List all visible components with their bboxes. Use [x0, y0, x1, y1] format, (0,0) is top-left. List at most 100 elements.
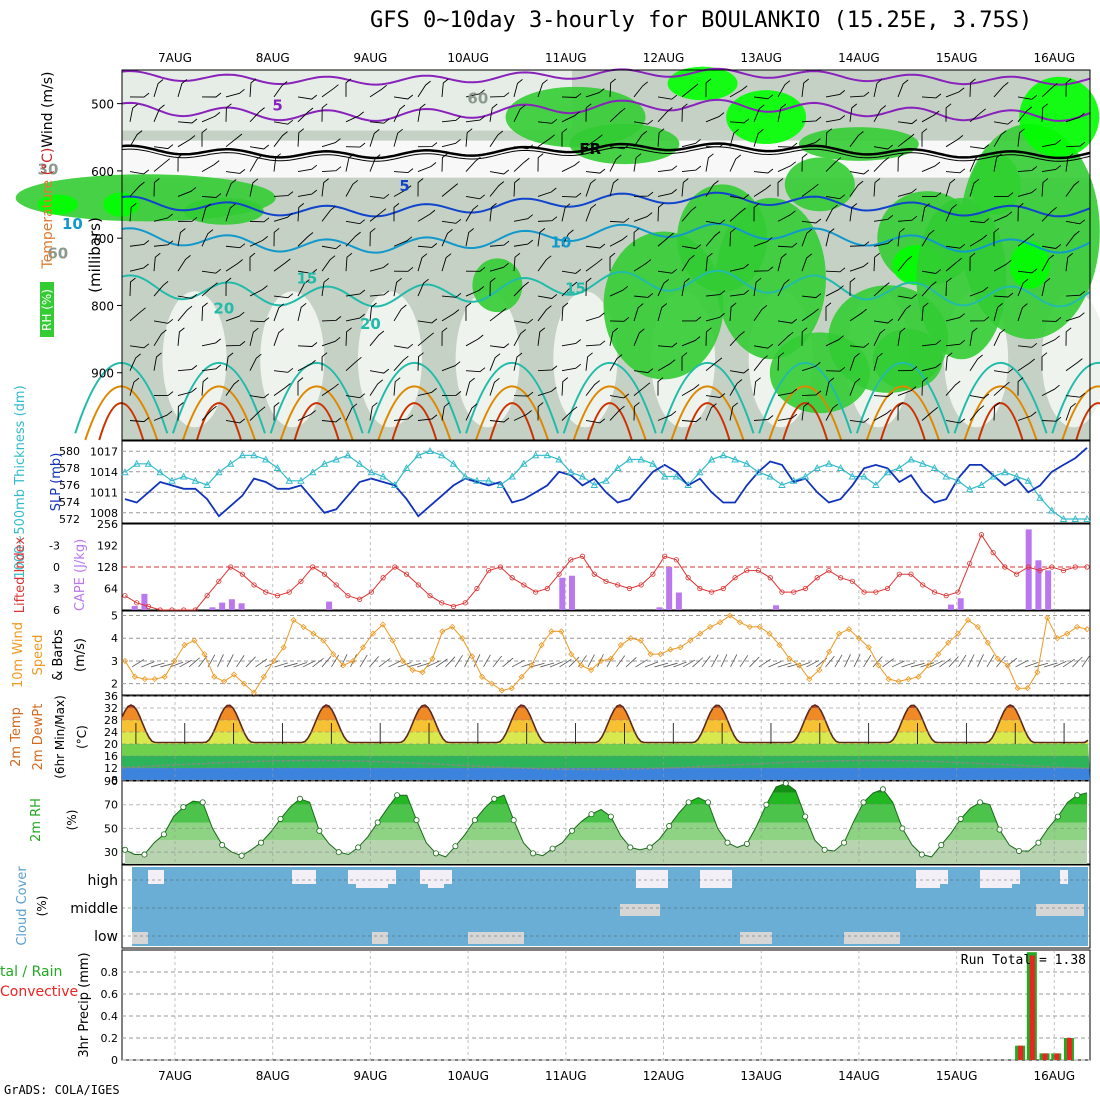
date-label-top: 15AUG — [936, 51, 978, 65]
wind-barb — [489, 240, 510, 247]
cloud-gap-high — [364, 870, 372, 888]
wind-barb — [585, 258, 603, 272]
wind-speed-point — [548, 628, 555, 635]
wind-barb — [561, 229, 574, 247]
cloud-gap-low — [484, 932, 492, 944]
wind-barb — [705, 142, 726, 148]
wind-speed-point — [697, 630, 704, 637]
wind-barb — [393, 94, 414, 100]
slp-tick-label: 1008 — [90, 507, 118, 520]
precip-tick-label: 0.4 — [101, 1010, 119, 1023]
wind-barb — [609, 327, 619, 346]
temp-contour-arch-30 — [879, 402, 926, 441]
surface-wind-barb — [948, 656, 959, 668]
rh-point — [763, 801, 770, 808]
lifted-index-point — [134, 600, 140, 606]
thickness-point — [1012, 472, 1021, 480]
wind-barb — [897, 386, 917, 397]
rh-point — [879, 786, 886, 793]
wind-barb — [705, 327, 712, 346]
thickness-point — [825, 459, 833, 467]
cloud-gap-high — [428, 870, 436, 888]
wind-barb — [537, 118, 558, 124]
wind-barb — [681, 178, 689, 197]
thickness-point — [168, 476, 176, 484]
wind-barb — [513, 178, 520, 197]
wind-barb — [633, 402, 640, 421]
wind-speed-point — [588, 666, 595, 674]
wind-speed-point — [449, 623, 456, 630]
rh-point — [141, 851, 148, 858]
lifted-index-point — [251, 582, 257, 588]
wind-barb — [873, 392, 894, 397]
wind-speed-point — [766, 630, 773, 637]
wind-barb — [849, 353, 860, 371]
wind-barb — [897, 327, 906, 346]
wind-barb — [153, 410, 173, 421]
thickness-series — [124, 450, 1087, 520]
cloud-gap-low — [132, 932, 140, 944]
wind-barb — [777, 142, 798, 148]
wind-barb — [897, 133, 915, 148]
wind-barb — [777, 80, 791, 98]
wind-speed-point — [935, 651, 942, 658]
wind-barb — [633, 81, 648, 98]
wind-barb — [561, 281, 578, 297]
temp-contour-arch-25 — [475, 385, 550, 441]
surface-wind-barb — [1072, 656, 1083, 668]
thickness-point — [766, 472, 775, 480]
wind-barb — [201, 302, 208, 321]
wind-speed-point — [280, 644, 287, 651]
temp-contour-arch-20 — [367, 361, 462, 434]
wind-speed-point — [1034, 669, 1041, 676]
rh-point — [355, 844, 362, 851]
surface-wind-barb — [1015, 660, 1029, 668]
temp-contour-0 — [121, 67, 1091, 86]
wind-speed-point — [141, 676, 148, 683]
surface-wind-barb — [141, 661, 155, 668]
lifted-index-point — [802, 585, 809, 592]
lifted-index-point — [274, 593, 281, 599]
date-label-bottom: 12AUG — [643, 1069, 685, 1083]
wind-barb — [729, 194, 750, 199]
rh-moist-region — [715, 197, 826, 360]
wind-barb — [177, 255, 191, 272]
precip-tick-label: 0.8 — [101, 966, 119, 979]
wind-barb — [249, 327, 259, 346]
thickness-point — [672, 472, 681, 480]
rh-point — [782, 780, 789, 787]
wind-barb — [441, 153, 448, 172]
wind-barb — [633, 382, 651, 396]
thickness-point — [391, 481, 399, 488]
temp-contour-arch-20 — [660, 361, 755, 434]
wind-barb — [249, 107, 265, 123]
cloud-gap-middle — [1076, 904, 1084, 916]
wind-barb — [1017, 342, 1038, 348]
wind-barb — [633, 328, 645, 346]
wind-speed-point — [895, 678, 902, 685]
wind-barb — [801, 228, 813, 247]
surface-wind-barb — [834, 654, 843, 668]
lifted-index-point — [955, 589, 961, 595]
surface-wind-barb — [226, 654, 234, 668]
wind-barb — [753, 168, 774, 174]
rh-point — [199, 799, 206, 806]
temp-contour-arch-25 — [182, 385, 256, 441]
wind-barb — [561, 269, 582, 274]
thickness-point — [426, 447, 434, 454]
panel-frame-wind — [121, 610, 1091, 696]
wind-barb — [154, 391, 174, 397]
thickness-point — [719, 451, 728, 459]
temp-tick-label: 16 — [104, 750, 118, 763]
wind-barb — [609, 316, 630, 322]
wind-speed-point — [488, 680, 496, 687]
wind-barb — [1017, 278, 1029, 297]
wind-barb — [1017, 203, 1024, 222]
surface-wind-barb — [863, 654, 872, 668]
wind-barb — [201, 405, 217, 421]
wind-barb — [801, 253, 812, 272]
cloud-gap-low — [852, 932, 860, 944]
wind-barb — [753, 266, 774, 272]
cape-bar — [131, 605, 138, 610]
wind-barb — [849, 378, 861, 396]
